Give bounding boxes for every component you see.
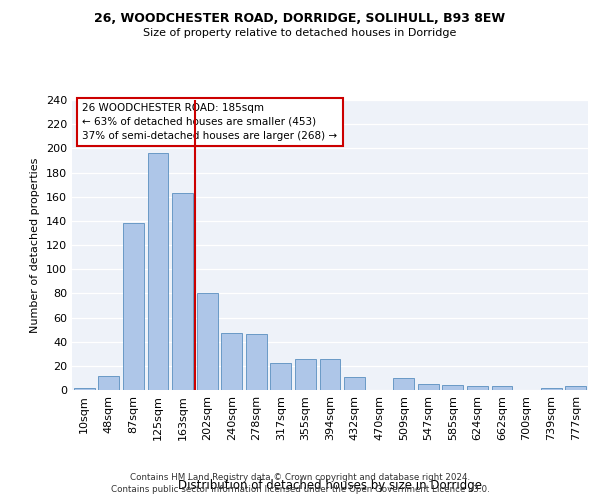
Bar (467, 386, 488, 390)
Bar (541, 388, 562, 390)
Text: Contains public sector information licensed under the Open Government Licence v3: Contains public sector information licen… (110, 484, 490, 494)
Bar (320, 358, 340, 390)
Bar (123, 223, 144, 390)
Bar (271, 364, 292, 390)
Bar (98, 376, 119, 390)
Bar (418, 384, 439, 390)
Text: 26 WOODCHESTER ROAD: 185sqm
← 63% of detached houses are smaller (453)
37% of se: 26 WOODCHESTER ROAD: 185sqm ← 63% of det… (82, 103, 337, 141)
Bar (221, 333, 242, 390)
Bar (172, 193, 193, 390)
Text: Size of property relative to detached houses in Dorridge: Size of property relative to detached ho… (143, 28, 457, 38)
Bar (74, 388, 95, 390)
Text: 26, WOODCHESTER ROAD, DORRIDGE, SOLIHULL, B93 8EW: 26, WOODCHESTER ROAD, DORRIDGE, SOLIHULL… (94, 12, 506, 26)
X-axis label: Distribution of detached houses by size in Dorridge: Distribution of detached houses by size … (178, 479, 482, 492)
Bar (344, 376, 365, 390)
Bar (197, 294, 218, 390)
Text: Contains HM Land Registry data © Crown copyright and database right 2024.: Contains HM Land Registry data © Crown c… (130, 473, 470, 482)
Bar (565, 386, 586, 390)
Y-axis label: Number of detached properties: Number of detached properties (31, 158, 40, 332)
Bar (246, 334, 267, 390)
Bar (442, 385, 463, 390)
Bar (491, 386, 512, 390)
Bar (393, 378, 414, 390)
Bar (295, 358, 316, 390)
Bar (148, 153, 169, 390)
